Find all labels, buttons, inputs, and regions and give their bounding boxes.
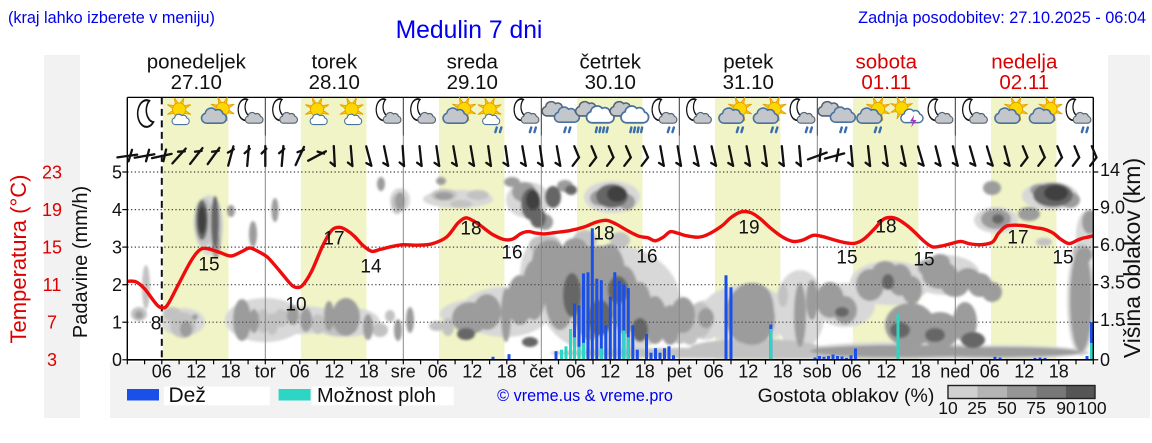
svg-text:06: 06 [566, 362, 586, 382]
svg-text:90: 90 [1056, 398, 1076, 418]
svg-text:četrtek: četrtek [580, 51, 642, 74]
svg-text:06: 06 [152, 362, 172, 382]
svg-text:18: 18 [773, 362, 793, 382]
svg-text:12: 12 [462, 362, 482, 382]
svg-text:petek: petek [723, 51, 774, 74]
svg-text:17: 17 [1007, 228, 1028, 249]
svg-text:18: 18 [635, 362, 655, 382]
svg-text:8: 8 [151, 314, 162, 335]
svg-text:23: 23 [42, 162, 62, 182]
svg-text:15: 15 [198, 255, 219, 276]
svg-text:9.0: 9.0 [1100, 197, 1125, 217]
svg-text:Gostota oblakov (%): Gostota oblakov (%) [758, 385, 935, 407]
svg-text:100: 100 [1077, 398, 1106, 418]
svg-text:30.10: 30.10 [585, 71, 636, 94]
svg-text:1.5: 1.5 [1100, 310, 1125, 330]
svg-text:06: 06 [980, 362, 1000, 382]
svg-text:7: 7 [47, 313, 57, 333]
svg-text:27.10: 27.10 [171, 71, 222, 94]
svg-text:02.11: 02.11 [999, 71, 1049, 94]
svg-text:06: 06 [428, 362, 448, 382]
svg-text:ned: ned [940, 362, 970, 382]
svg-text:12: 12 [600, 362, 620, 382]
svg-text:3.5: 3.5 [1100, 273, 1125, 293]
svg-text:tor: tor [255, 362, 276, 382]
svg-text:14: 14 [1100, 160, 1120, 180]
svg-text:pet: pet [667, 362, 692, 382]
svg-text:10: 10 [285, 295, 306, 316]
svg-text:3: 3 [47, 350, 57, 370]
svg-text:16: 16 [501, 243, 522, 264]
svg-text:06: 06 [704, 362, 724, 382]
svg-text:torek: torek [312, 51, 358, 74]
svg-text:19: 19 [42, 200, 62, 220]
svg-text:17: 17 [323, 229, 344, 250]
svg-text:18: 18 [359, 362, 379, 382]
svg-text:12: 12 [186, 362, 206, 382]
svg-text:11: 11 [43, 275, 62, 295]
svg-text:18: 18 [460, 219, 481, 240]
svg-text:15: 15 [42, 238, 62, 258]
svg-text:12: 12 [738, 362, 758, 382]
svg-text:25: 25 [967, 398, 986, 418]
svg-text:18: 18 [593, 224, 614, 245]
svg-text:1: 1 [112, 313, 122, 333]
svg-text:Zadnja posodobitev: 27.10.2025: Zadnja posodobitev: 27.10.2025 - 06:04 [858, 9, 1146, 27]
svg-text:12: 12 [324, 362, 344, 382]
svg-text:15: 15 [1052, 248, 1073, 269]
svg-text:(kraj lahko izberete v meniju): (kraj lahko izberete v meniju) [8, 9, 215, 27]
svg-text:19: 19 [738, 218, 759, 239]
svg-text:čet: čet [529, 362, 553, 382]
svg-text:10: 10 [938, 398, 958, 418]
svg-text:16: 16 [636, 247, 657, 268]
svg-text:Možnost ploh: Možnost ploh [317, 385, 436, 407]
svg-text:15: 15 [913, 250, 934, 271]
svg-text:18: 18 [497, 362, 517, 382]
svg-text:sre: sre [391, 362, 416, 382]
svg-text:18: 18 [1049, 362, 1069, 382]
svg-text:nedelja: nedelja [991, 51, 1058, 74]
svg-text:2: 2 [112, 275, 122, 295]
svg-text:sreda: sreda [447, 51, 499, 74]
svg-text:Višina oblakov (km): Višina oblakov (km) [1119, 158, 1145, 358]
svg-text:12: 12 [876, 362, 896, 382]
svg-text:© vreme.us & vreme.pro: © vreme.us & vreme.pro [497, 387, 673, 405]
svg-text:Padavine (mm/h): Padavine (mm/h) [70, 186, 92, 338]
svg-text:3: 3 [112, 238, 122, 258]
svg-text:18: 18 [875, 217, 896, 238]
svg-text:0: 0 [1100, 350, 1110, 370]
svg-text:Dež: Dež [169, 384, 206, 407]
svg-text:06: 06 [842, 362, 862, 382]
svg-text:6.0: 6.0 [1100, 235, 1125, 255]
svg-text:28.10: 28.10 [309, 71, 360, 94]
svg-text:06: 06 [290, 362, 310, 382]
svg-text:4: 4 [112, 200, 122, 220]
svg-text:15: 15 [836, 248, 857, 269]
svg-text:14: 14 [360, 257, 382, 278]
svg-text:01.11: 01.11 [861, 71, 911, 94]
svg-text:29.10: 29.10 [447, 71, 498, 94]
svg-text:75: 75 [1026, 398, 1045, 418]
svg-text:50: 50 [997, 398, 1017, 418]
svg-text:sob: sob [803, 362, 832, 382]
svg-text:18: 18 [221, 362, 241, 382]
svg-text:5: 5 [112, 162, 122, 182]
svg-text:Medulin 7 dni: Medulin 7 dni [396, 17, 543, 44]
svg-text:Temperatura (°C): Temperatura (°C) [6, 175, 31, 344]
svg-text:12: 12 [1014, 362, 1034, 382]
svg-text:31.10: 31.10 [723, 71, 774, 94]
svg-text:18: 18 [911, 362, 931, 382]
svg-text:sobota: sobota [856, 51, 918, 74]
svg-text:0: 0 [112, 350, 122, 370]
svg-text:ponedeljek: ponedeljek [147, 51, 247, 74]
